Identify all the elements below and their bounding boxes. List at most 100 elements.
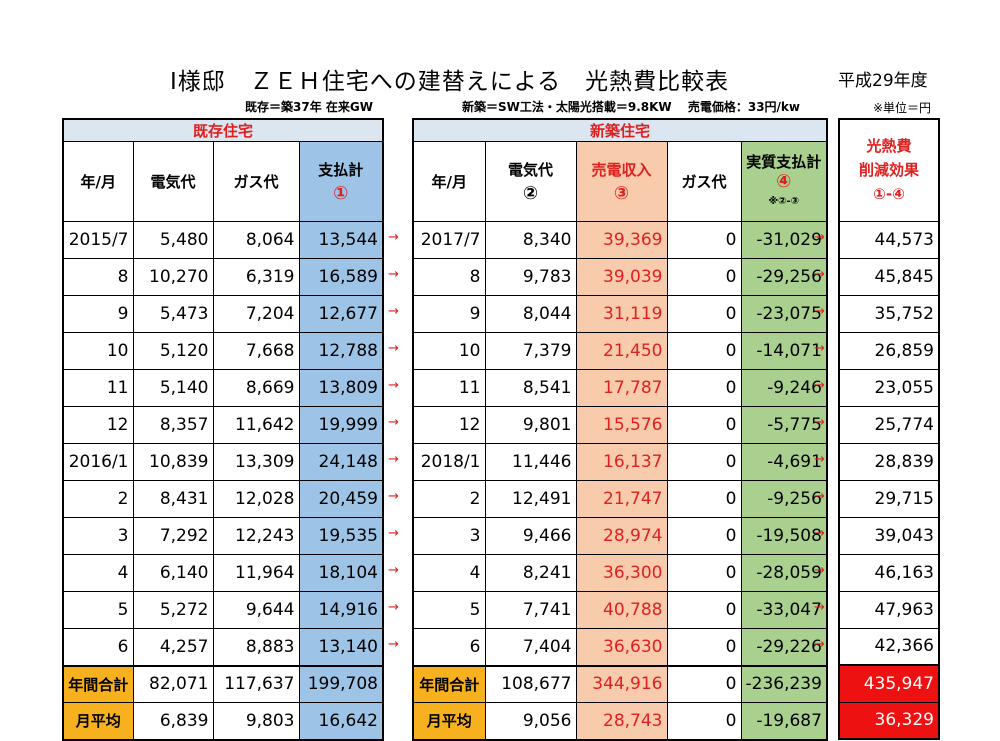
total-cell: 19,999 — [298, 406, 384, 444]
table-row: 46,163 — [838, 553, 940, 592]
total-cell: 14,916 — [298, 591, 384, 629]
table-row: 45,845 — [838, 257, 940, 296]
sales-cell: 39,369 — [575, 221, 668, 259]
arrow-to-new-icon: → — [388, 415, 399, 430]
electricity-cell: 11,446 — [484, 443, 577, 481]
table-row: 3 7,292 12,243 19,535 — [62, 517, 384, 555]
table-row: 12 9,801 15,576 0 -5,775 — [412, 406, 828, 444]
month-cell: 10 — [62, 332, 134, 370]
arrow-to-effect-icon: → — [814, 304, 825, 319]
net-cell: -29,226 — [740, 628, 828, 666]
new-house-section-header: 新築住宅 — [412, 118, 828, 142]
new-col-header-net-mark: ④ — [776, 170, 792, 192]
table-row: 5 5,272 9,644 14,916 — [62, 591, 384, 629]
col-header-total-label: 支払計 — [318, 160, 364, 179]
electricity-cell: 7,741 — [484, 591, 577, 629]
effect-cell: 23,055 — [838, 368, 940, 407]
table-row: 26,859 — [838, 331, 940, 370]
month-cell: 10 — [412, 332, 486, 370]
gas-cell: 0 — [666, 664, 742, 703]
totals-label: 月平均 — [412, 702, 486, 740]
table-row: 2018/1 11,446 16,137 0 -4,691 — [412, 443, 828, 481]
sales-cell: 36,630 — [575, 628, 668, 666]
electricity-cell: 10,839 — [132, 443, 214, 481]
new-col-header-net-formula: ※②-③ — [768, 195, 800, 207]
total-cell: 12,788 — [298, 332, 384, 370]
new-col-header-sales-mark: ③ — [613, 182, 630, 204]
table-row: 2 8,431 12,028 20,459 — [62, 480, 384, 518]
effect-cell: 44,573 — [838, 220, 940, 259]
gas-cell: 8,669 — [212, 369, 300, 407]
effect-header-line1: 光熱費 — [866, 137, 912, 156]
net-cell: -19,687 — [740, 702, 828, 740]
sales-cell: 15,576 — [575, 406, 668, 444]
electricity-cell: 8,340 — [484, 221, 577, 259]
new-col-header-electricity-mark: ② — [522, 182, 539, 204]
totals-label: 月平均 — [62, 702, 134, 740]
total-cell: 13,809 — [298, 369, 384, 407]
total-cell: 18,104 — [298, 554, 384, 592]
electricity-cell: 8,044 — [484, 295, 577, 333]
arrow-to-new-icon: → — [388, 304, 399, 319]
total-cell: 24,148 — [298, 443, 384, 481]
electricity-cell: 7,379 — [484, 332, 577, 370]
net-cell: -9,246 — [740, 369, 828, 407]
gas-cell: 0 — [666, 628, 742, 666]
table-row: 9 5,473 7,204 12,677 — [62, 295, 384, 333]
table-row: 44,573 — [838, 220, 940, 259]
table-row: 2017/7 8,340 39,369 0 -31,029 — [412, 221, 828, 259]
col-header-total: 支払計 ① — [298, 141, 384, 222]
electricity-cell: 8,541 — [484, 369, 577, 407]
month-cell: 2018/1 — [412, 443, 486, 481]
arrow-to-new-icon: → — [388, 230, 399, 245]
sales-cell: 39,039 — [575, 258, 668, 296]
gas-cell: 13,309 — [212, 443, 300, 481]
net-cell: -4,691 — [740, 443, 828, 481]
table-row: 3 9,466 28,974 0 -19,508 — [412, 517, 828, 555]
arrow-to-effect-icon: → — [814, 267, 825, 282]
total-cell: 13,140 — [298, 628, 384, 666]
sales-cell: 21,747 — [575, 480, 668, 518]
gas-cell: 11,964 — [212, 554, 300, 592]
table-row: 23,055 — [838, 368, 940, 407]
net-cell: -14,071 — [740, 332, 828, 370]
totals-row: 36,329 — [838, 701, 940, 740]
month-cell: 5 — [412, 591, 486, 629]
month-cell: 2017/7 — [412, 221, 486, 259]
arrow-to-effect-icon: → — [814, 600, 825, 615]
total-cell: 12,677 — [298, 295, 384, 333]
gas-cell: 0 — [666, 480, 742, 518]
fiscal-year-label: 平成29年度 — [838, 71, 928, 91]
electricity-cell: 9,783 — [484, 258, 577, 296]
gas-cell: 0 — [666, 554, 742, 592]
gas-cell: 7,204 — [212, 295, 300, 333]
new-col-header-net: 実質支払計 ④ ※②-③ — [740, 141, 828, 222]
month-cell: 2015/7 — [62, 221, 134, 259]
table-row: 9 8,044 31,119 0 -23,075 — [412, 295, 828, 333]
arrow-to-new-icon: → — [388, 489, 399, 504]
effect-cell: 26,859 — [838, 331, 940, 370]
month-cell: 5 — [62, 591, 134, 629]
month-cell: 2 — [62, 480, 134, 518]
net-cell: -5,775 — [740, 406, 828, 444]
table-row: 4 8,241 36,300 0 -28,059 — [412, 554, 828, 592]
arrow-to-effect-icon: → — [814, 637, 825, 652]
gas-cell: 9,803 — [212, 702, 300, 740]
arrow-to-effect-icon: → — [814, 415, 825, 430]
sales-cell: 16,137 — [575, 443, 668, 481]
col-header-gas: ガス代 — [212, 141, 300, 222]
electricity-cell: 7,404 — [484, 628, 577, 666]
new-col-header-gas: ガス代 — [666, 141, 742, 222]
month-cell: 11 — [412, 369, 486, 407]
effect-cell: 29,715 — [838, 479, 940, 518]
month-cell: 8 — [62, 258, 134, 296]
electricity-cell: 9,056 — [484, 702, 577, 740]
net-cell: -33,047 — [740, 591, 828, 629]
month-cell: 2 — [412, 480, 486, 518]
month-cell: 11 — [62, 369, 134, 407]
net-cell: -19,508 — [740, 517, 828, 555]
sales-cell: 344,916 — [575, 664, 668, 703]
gas-cell: 7,668 — [212, 332, 300, 370]
arrow-to-new-icon: → — [388, 526, 399, 541]
electricity-cell: 10,270 — [132, 258, 214, 296]
